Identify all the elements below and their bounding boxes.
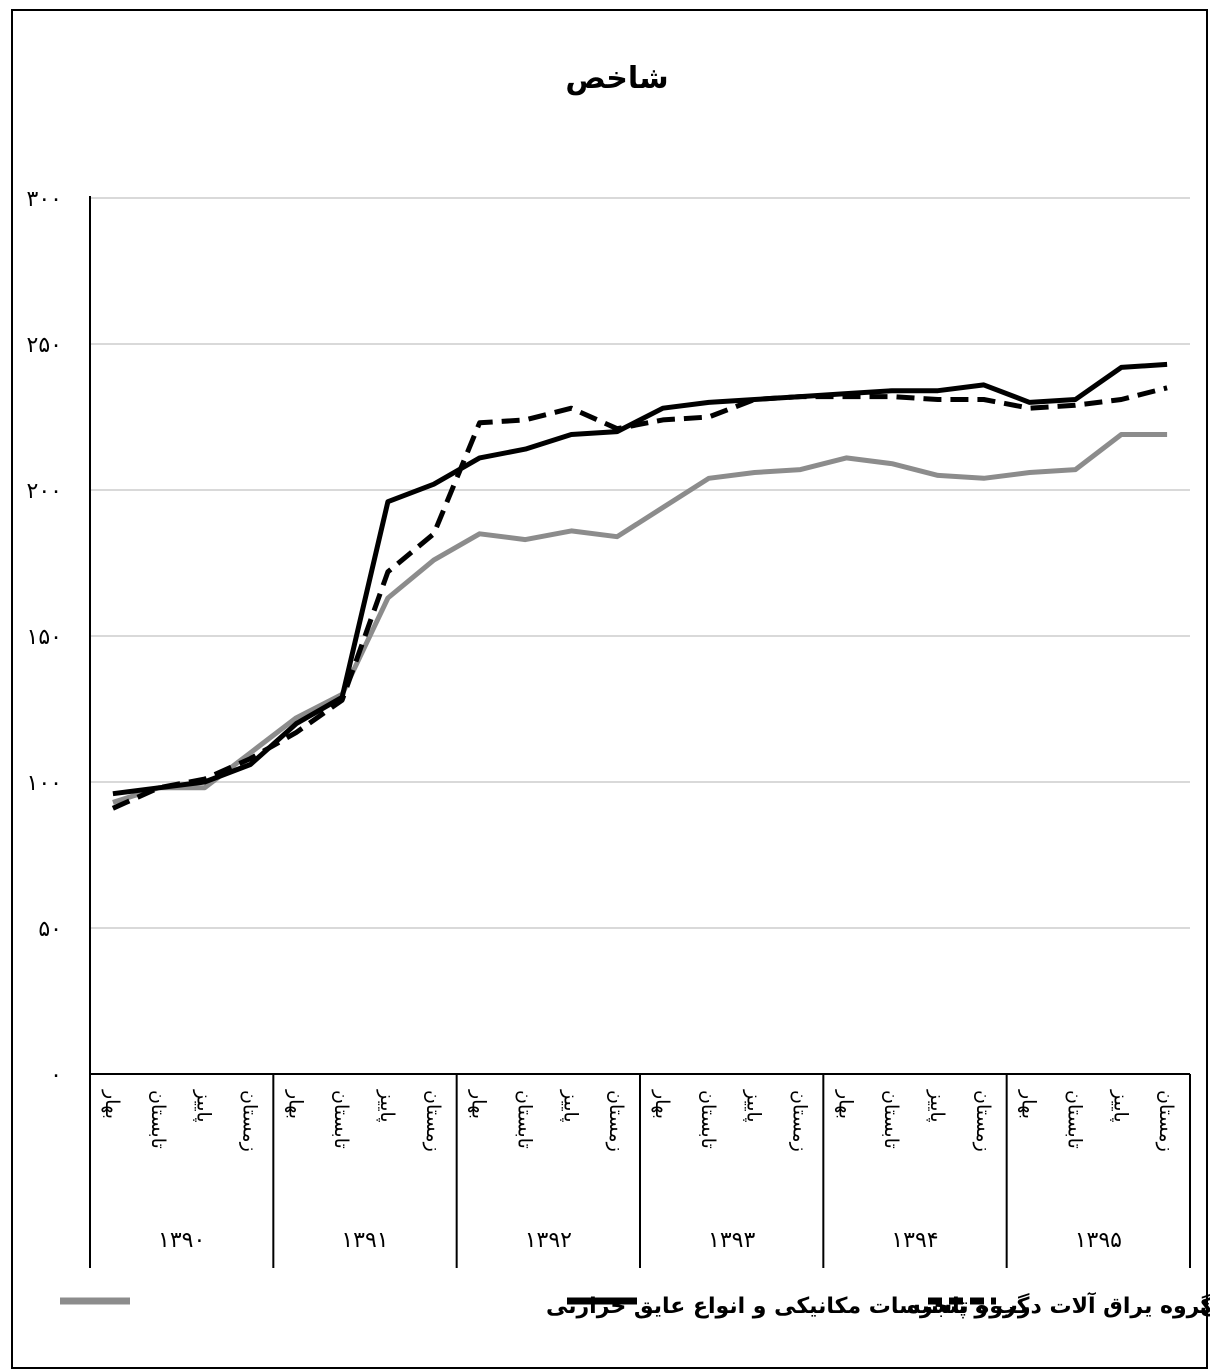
quarter-label: زمستان	[788, 1090, 810, 1152]
quarter-label: زمستان	[1155, 1090, 1177, 1152]
quarter-label: زمستان	[972, 1090, 994, 1152]
series-line-1	[112, 361, 1168, 797]
quarter-label: بهار	[284, 1089, 306, 1119]
y-tick-label: ۱۰۰	[27, 771, 62, 796]
chart-title: شاخص	[565, 61, 668, 96]
y-tick-label: ۳۰۰	[27, 187, 62, 212]
year-label: ۱۳۹۴	[891, 1228, 938, 1253]
quarter-label: پاییز	[743, 1089, 765, 1123]
y-tick-label: ۲۵۰	[27, 333, 62, 358]
quarter-label: بهار	[101, 1089, 123, 1119]
series-line-0	[112, 432, 1168, 805]
quarter-label: بهار	[1018, 1089, 1040, 1119]
quarter-label: تابستان	[697, 1090, 719, 1149]
quarter-label: تابستان	[513, 1090, 535, 1149]
year-label: ۱۳۹۳	[708, 1228, 755, 1253]
year-label: ۱۳۹۱	[341, 1228, 388, 1253]
quarter-label: پاییز	[1109, 1089, 1131, 1123]
y-tick-label: ۱۵۰	[27, 625, 62, 650]
y-tick-label: ۰	[50, 1063, 62, 1088]
series-line-2	[111, 385, 1168, 811]
quarter-label: بهار	[468, 1089, 490, 1119]
quarter-label: تابستان	[880, 1090, 902, 1149]
quarter-label: پاییز	[193, 1089, 215, 1123]
year-label: ۱۳۹۵	[1075, 1228, 1122, 1253]
y-tick-label: ۵۰	[38, 917, 62, 942]
quarter-label: زمستان	[238, 1090, 260, 1152]
y-tick-label: ۲۰۰	[27, 479, 62, 504]
quarter-label: بهار	[651, 1089, 673, 1119]
quarter-label: پاییز	[559, 1089, 581, 1123]
quarter-label: پاییز	[376, 1089, 398, 1123]
quarter-label: تابستان	[330, 1090, 352, 1149]
quarter-label: تابستان	[1063, 1090, 1085, 1149]
quarter-label: زمستان	[605, 1090, 627, 1152]
year-label: ۱۳۹۰	[158, 1228, 205, 1253]
legend-label-2: گروه نقاشی ساختمان	[1200, 1292, 1210, 1319]
quarter-label: بهار	[834, 1089, 856, 1119]
quarter-label: پاییز	[926, 1089, 948, 1123]
legend-label-0: گروه تاسیسات مکانیکی و انواع عایق حرارتی	[546, 1292, 1030, 1319]
quarter-label: تابستان	[147, 1090, 169, 1149]
year-label: ۱۳۹۲	[525, 1228, 572, 1253]
quarter-label: زمستان	[422, 1090, 444, 1152]
legend-label-1: گروه یراق آلات درب و پنجره	[907, 1291, 1210, 1319]
legend: گروه نقاشی ساختمانگروه یراق آلات درب و پ…	[60, 1291, 1210, 1319]
